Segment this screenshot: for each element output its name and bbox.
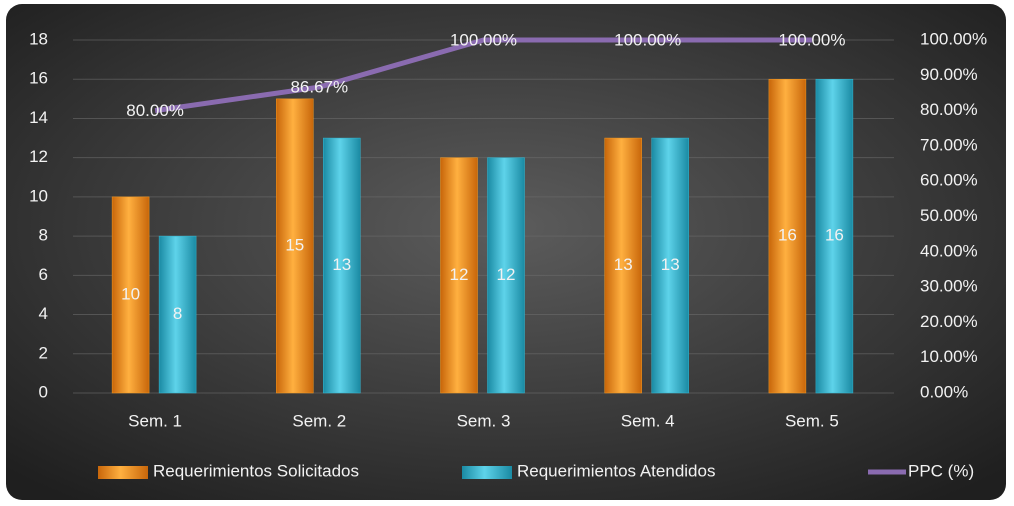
bar-value-label: 13 bbox=[614, 255, 633, 274]
y2-tick-label: 40.00% bbox=[920, 241, 978, 260]
bar-value-label: 10 bbox=[121, 284, 140, 303]
line bbox=[154, 37, 812, 114]
y2-tick-label: 0.00% bbox=[920, 382, 968, 401]
line-value-label: 80.00% bbox=[126, 101, 184, 120]
y-tick-label: 6 bbox=[39, 265, 48, 284]
legend-label: Requerimientos Solicitados bbox=[153, 461, 359, 480]
x-tick-label: Sem. 2 bbox=[292, 411, 346, 430]
y2-tick-label: 50.00% bbox=[920, 206, 978, 225]
y2-tick-label: 80.00% bbox=[920, 100, 978, 119]
bar-value-label: 8 bbox=[173, 304, 182, 323]
bar-value-label: 13 bbox=[332, 255, 351, 274]
line-value-label: 100.00% bbox=[450, 30, 517, 49]
y2-tick-label: 100.00% bbox=[920, 29, 987, 48]
y2-tick-label: 60.00% bbox=[920, 171, 978, 190]
x-tick-label: Sem. 1 bbox=[128, 411, 182, 430]
legend-label: PPC (%) bbox=[908, 461, 974, 480]
legend-swatch bbox=[462, 466, 512, 479]
y-tick-label: 8 bbox=[39, 226, 48, 245]
x-tick-label: Sem. 3 bbox=[457, 411, 511, 430]
y2-tick-label: 30.00% bbox=[920, 277, 978, 296]
line-value-label: 86.67% bbox=[290, 78, 348, 97]
bar bbox=[815, 78, 854, 394]
x-tick-label: Sem. 4 bbox=[621, 411, 675, 430]
x-tick-label: Sem. 5 bbox=[785, 411, 839, 430]
bar-value-label: 16 bbox=[825, 226, 844, 245]
bar bbox=[651, 137, 689, 394]
bar bbox=[440, 157, 478, 394]
bar-value-label: 16 bbox=[778, 226, 797, 245]
legend-label: Requerimientos Atendidos bbox=[517, 461, 715, 480]
bar bbox=[323, 137, 361, 394]
y-tick-label: 2 bbox=[39, 343, 48, 362]
y-tick-label: 18 bbox=[29, 29, 48, 48]
bar bbox=[487, 157, 525, 394]
legend-swatch bbox=[98, 466, 148, 479]
y2-tick-label: 10.00% bbox=[920, 347, 978, 366]
y-tick-label: 0 bbox=[39, 382, 48, 401]
bar bbox=[111, 196, 150, 394]
bar bbox=[158, 235, 197, 394]
line-value-label: 100.00% bbox=[614, 30, 681, 49]
y-tick-label: 4 bbox=[39, 304, 48, 323]
y-tick-label: 16 bbox=[29, 69, 48, 88]
bar-value-label: 13 bbox=[661, 255, 680, 274]
y2-tick-label: 90.00% bbox=[920, 65, 978, 84]
y-tick-label: 10 bbox=[29, 186, 48, 205]
bar-value-label: 12 bbox=[450, 265, 469, 284]
y-tick-label: 12 bbox=[29, 147, 48, 166]
y2-tick-label: 70.00% bbox=[920, 135, 978, 154]
bar bbox=[604, 137, 642, 394]
bar-value-label: 12 bbox=[497, 265, 516, 284]
y2-tick-label: 20.00% bbox=[920, 312, 978, 331]
y-tick-label: 14 bbox=[29, 108, 48, 127]
bar bbox=[276, 98, 314, 394]
line-value-label: 100.00% bbox=[778, 30, 845, 49]
bar-value-label: 15 bbox=[285, 235, 304, 254]
bar bbox=[768, 78, 807, 394]
